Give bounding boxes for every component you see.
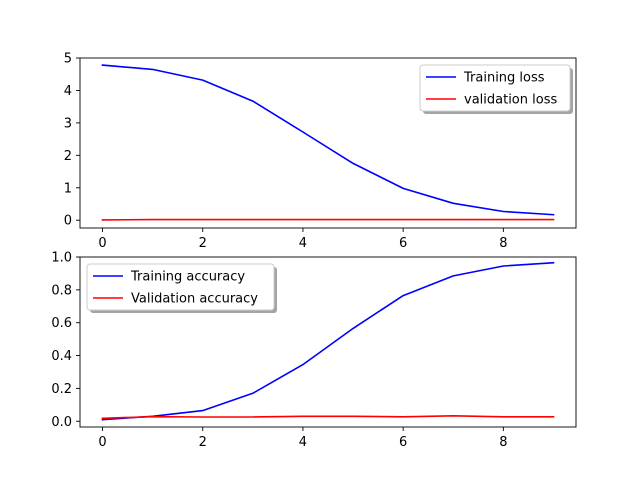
legend-box	[419, 64, 571, 112]
y-tick-label: 0	[64, 214, 72, 229]
y-tick-label: 5	[64, 52, 72, 67]
x-tick-label: 2	[199, 236, 207, 251]
x-tick-label: 8	[499, 236, 507, 251]
y-tick-label: 3	[64, 116, 72, 131]
legend: Training accuracy Validation accuracy	[86, 263, 277, 313]
y-tick-label: 0.6	[51, 316, 72, 331]
y-tick-label: 1	[64, 181, 72, 196]
y-tick-label: 0.2	[51, 382, 72, 397]
x-tick-label: 2	[199, 435, 207, 450]
y-tick-label: 0.0	[51, 415, 72, 430]
x-tick-label: 6	[399, 435, 407, 450]
y-tick-label: 4	[64, 84, 72, 99]
series-line-1	[101, 261, 555, 421]
legend-box	[86, 263, 275, 311]
x-tick-label: 4	[299, 236, 307, 251]
series-line-1	[101, 64, 555, 216]
x-tick-label: 0	[98, 435, 106, 450]
legend-label-1: Training loss	[463, 71, 545, 86]
x-tick-label: 8	[499, 435, 507, 450]
legend-label-2: validation loss	[464, 93, 557, 108]
series-line-2	[101, 414, 555, 420]
y-tick-label: 0.4	[51, 349, 72, 364]
x-tick-label: 6	[399, 236, 407, 251]
axes-frame	[79, 256, 577, 428]
y-tick-label: 2	[64, 149, 72, 164]
legend-label-1: Training accuracy	[130, 270, 245, 285]
x-tick-label: 4	[299, 435, 307, 450]
y-tick-label: 0.8	[51, 283, 72, 298]
legend: Training loss validation loss	[419, 64, 573, 114]
legend-label-2: Validation accuracy	[131, 292, 258, 307]
x-tick-label: 0	[98, 236, 106, 251]
loss-chart: 0 2 4 6 8 0 1 2 3 4 5 Training loss validation loss	[64, 52, 577, 251]
y-tick-label: 1.0	[51, 251, 72, 266]
accuracy-chart: 0 2 4 6 8 0.0 0.2 0.4 0.6 0.8 1.0 Training accuracy…	[51, 251, 577, 450]
axes-frame	[79, 57, 577, 229]
